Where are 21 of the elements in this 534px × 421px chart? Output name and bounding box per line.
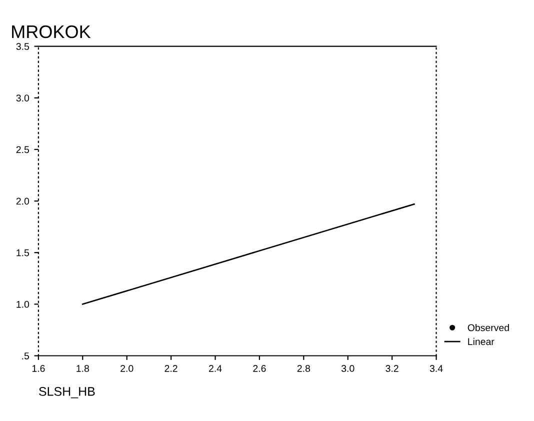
x-tick-label: 2.4 <box>208 365 222 372</box>
x-tick-label: 3.0 <box>341 365 354 372</box>
y-tick-label: 3.0 <box>16 94 30 102</box>
x-tick-label: 3.4 <box>430 365 443 372</box>
y-tick-label: .5 <box>22 352 30 360</box>
x-tick-label: 1.8 <box>76 365 89 372</box>
x-tick-label: 1.6 <box>32 365 45 372</box>
x-tick-label: 2.2 <box>164 365 178 372</box>
y-tick-label: 1.5 <box>16 249 30 256</box>
legend-label: Linear <box>468 338 494 346</box>
y-tick-label: 1.0 <box>16 300 30 308</box>
y-tick-label: 3.5 <box>16 43 30 50</box>
x-tick-label: 2.0 <box>120 365 134 372</box>
x-tick-label: 2.8 <box>297 365 310 372</box>
x-tick-label: 3.2 <box>386 365 398 372</box>
x-axis-title: SLSH_HB <box>39 387 95 398</box>
legend-label: Observed <box>468 324 509 332</box>
x-tick-label: 2.6 <box>253 365 266 372</box>
y-tick-label: 2.5 <box>16 146 30 154</box>
y-tick-label: 2.0 <box>16 198 30 205</box>
chart-title: MROKOK <box>12 25 91 38</box>
